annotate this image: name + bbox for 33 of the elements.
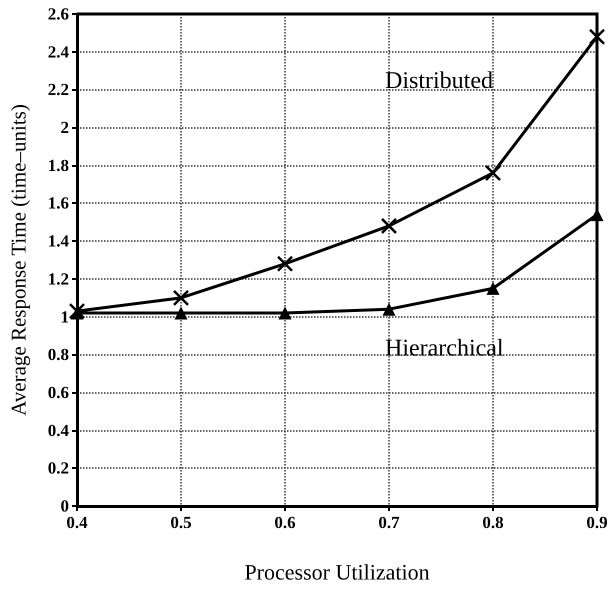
series-label: Distributed bbox=[385, 68, 493, 94]
point bbox=[276, 256, 294, 272]
y-tick-label: 1.4 bbox=[48, 232, 70, 251]
y-tick-label: 2.4 bbox=[48, 42, 70, 62]
y-axis-title: Average Response Time (time–units) bbox=[6, 104, 30, 416]
y-tick-label: 0.2 bbox=[48, 458, 69, 478]
point bbox=[380, 218, 398, 234]
x-tick-label: 0.6 bbox=[274, 513, 296, 532]
y-tick-label: 1.6 bbox=[48, 194, 69, 213]
x-tick-label: 0.7 bbox=[378, 513, 400, 532]
x-axis-title: Processor Utilization bbox=[244, 560, 430, 584]
y-tick-label: 1.2 bbox=[48, 269, 69, 288]
y-tick-label: 0.8 bbox=[48, 345, 69, 364]
point bbox=[68, 302, 86, 320]
x-tick-label: 0.5 bbox=[170, 513, 192, 532]
point bbox=[486, 282, 500, 295]
y-tick-label: 2 bbox=[60, 118, 69, 138]
y-tick-label: 2.2 bbox=[48, 80, 69, 100]
point bbox=[588, 28, 606, 45]
point bbox=[174, 306, 188, 320]
y-tick-label: 0 bbox=[60, 496, 69, 516]
point bbox=[484, 164, 502, 182]
y-tick-label: 0.4 bbox=[48, 420, 70, 440]
point bbox=[278, 306, 292, 320]
x-tick-label: 0.9 bbox=[586, 513, 608, 532]
y-tick-label: 0.6 bbox=[48, 382, 69, 402]
point bbox=[382, 302, 396, 316]
y-tick-label: 1.8 bbox=[48, 156, 69, 175]
series-label: Hierarchical bbox=[385, 335, 504, 362]
x-tick-label: 0.8 bbox=[482, 513, 504, 532]
y-tick-label: 1 bbox=[60, 307, 69, 326]
y-tick-label: 2.6 bbox=[48, 4, 69, 24]
point bbox=[172, 290, 190, 306]
